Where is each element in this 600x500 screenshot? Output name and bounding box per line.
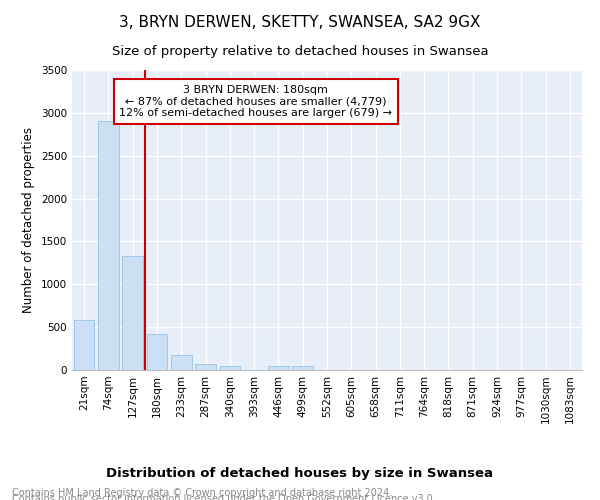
Text: 3 BRYN DERWEN: 180sqm
← 87% of detached houses are smaller (4,779)
12% of semi-d: 3 BRYN DERWEN: 180sqm ← 87% of detached …: [119, 85, 392, 118]
Bar: [98, 122, 119, 370]
Bar: [220, 366, 240, 370]
Bar: [171, 355, 191, 370]
Bar: [74, 320, 94, 370]
Y-axis label: Number of detached properties: Number of detached properties: [22, 127, 35, 313]
Bar: [122, 256, 143, 370]
Bar: [268, 366, 289, 370]
Text: Distribution of detached houses by size in Swansea: Distribution of detached houses by size …: [107, 467, 493, 480]
Text: Contains public sector information licensed under the Open Government Licence v3: Contains public sector information licen…: [12, 494, 436, 500]
Bar: [146, 334, 167, 370]
Bar: [292, 366, 313, 370]
Bar: [195, 364, 216, 370]
Text: 3, BRYN DERWEN, SKETTY, SWANSEA, SA2 9GX: 3, BRYN DERWEN, SKETTY, SWANSEA, SA2 9GX: [119, 15, 481, 30]
Text: Contains HM Land Registry data © Crown copyright and database right 2024.: Contains HM Land Registry data © Crown c…: [12, 488, 392, 498]
Text: Size of property relative to detached houses in Swansea: Size of property relative to detached ho…: [112, 45, 488, 58]
